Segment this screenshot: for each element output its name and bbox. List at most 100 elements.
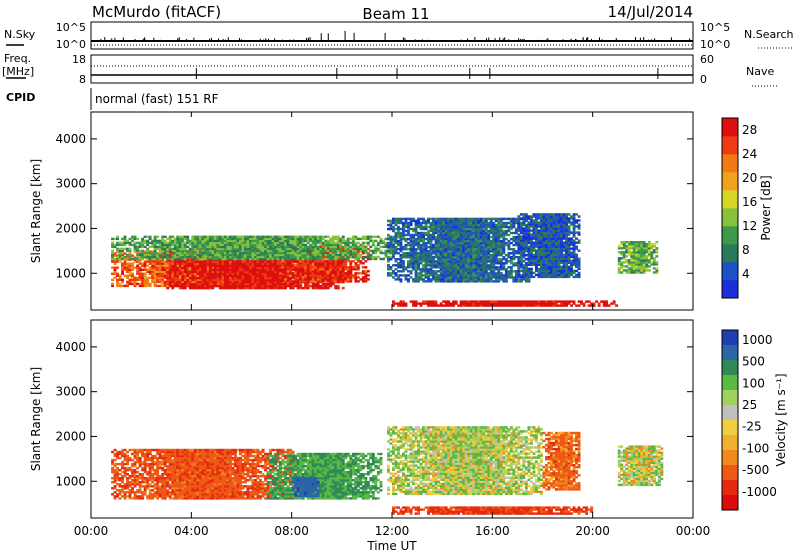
heatmap-cell [193, 253, 197, 257]
heatmap-cell [314, 262, 318, 265]
heatmap-cell [424, 252, 428, 255]
heatmap-cell [444, 241, 448, 245]
heatmap-cell [482, 268, 486, 271]
heatmap-cell [479, 241, 483, 245]
heatmap-cell [281, 255, 285, 259]
heatmap-cell [123, 274, 127, 277]
heatmap-cell [389, 237, 393, 241]
heatmap-cell [211, 247, 215, 251]
heatmap-cell [409, 250, 413, 253]
heatmap-cell [474, 237, 478, 241]
heatmap-cell [113, 243, 117, 247]
heatmap-cell [123, 237, 127, 241]
heatmap-cell [427, 268, 430, 271]
heatmap-cell [251, 241, 255, 245]
heatmap-cell [422, 239, 425, 243]
heatmap-cell [371, 255, 375, 259]
heatmap-cell [489, 266, 493, 269]
heatmap-cell [121, 251, 124, 255]
heatmap-cell [492, 270, 496, 273]
heatmap-cell [279, 268, 282, 272]
heatmap-cell [249, 239, 252, 243]
heatmap-cell [469, 223, 473, 227]
heatmap-cell [131, 264, 134, 267]
heatmap-cell [254, 251, 257, 255]
heatmap-cell [349, 260, 353, 263]
heatmap-cell [126, 241, 129, 245]
heatmap-cell [191, 253, 195, 257]
heatmap-cell [464, 262, 468, 265]
heatmap-cell [412, 266, 415, 269]
heatmap-cell [161, 241, 165, 245]
heatmap-cell [291, 274, 295, 277]
heatmap-cell [487, 235, 491, 239]
heatmap-cell [326, 249, 330, 253]
heatmap-cell [356, 260, 360, 263]
heatmap-cell [201, 284, 205, 288]
heatmap-cell [449, 262, 453, 265]
heatmap-cell [311, 251, 315, 255]
heatmap-cell [239, 272, 242, 276]
heatmap-cell [419, 217, 423, 221]
heatmap-cell [394, 221, 398, 225]
heatmap-cell [249, 237, 252, 241]
heatmap-cell [432, 237, 435, 241]
heatmap-cell [346, 266, 350, 269]
heatmap-cell [121, 284, 124, 288]
heatmap-cell [244, 270, 247, 274]
heatmap-cell [213, 243, 217, 247]
heatmap-cell [116, 247, 119, 251]
heatmap-cell [111, 278, 114, 281]
heatmap-cell [269, 270, 272, 274]
heatmap-cell [196, 251, 200, 255]
heatmap-cell [226, 276, 230, 280]
heatmap-cell [454, 225, 458, 229]
heatmap-cell [484, 225, 488, 229]
heatmap-cell [294, 253, 298, 257]
heatmap-cell [467, 254, 471, 257]
heatmap-cell [409, 241, 413, 245]
heatmap-cell [231, 251, 235, 255]
heatmap-cell [299, 274, 303, 277]
heatmap-cell [289, 241, 293, 245]
heatmap-cell [454, 235, 458, 239]
heatmap-cell [191, 237, 195, 241]
heatmap-cell [198, 260, 202, 264]
heatmap-cell [434, 235, 438, 239]
heatmap-cell [229, 249, 232, 253]
heatmap-cell [434, 266, 438, 269]
heatmap-cell [249, 241, 252, 245]
heatmap-cell [301, 237, 305, 241]
heatmap-cell [366, 255, 370, 259]
heatmap-cell [304, 255, 308, 259]
heatmap-cell [148, 282, 152, 286]
heatmap-cell [156, 253, 160, 257]
heatmap-cell [221, 268, 225, 272]
heatmap-cell [186, 253, 190, 257]
heatmap-cell [166, 253, 170, 257]
heatmap-cell [296, 235, 300, 238]
heatmap-cell [439, 248, 443, 251]
heatmap-cell [196, 272, 200, 276]
heatmap-cell [306, 254, 310, 257]
heatmap-cell [462, 266, 466, 269]
heatmap-cell [452, 225, 456, 229]
heatmap-cell [183, 262, 187, 265]
heatmap-cell [449, 237, 453, 241]
heatmap-cell [259, 268, 262, 272]
heatmap-cell [166, 272, 170, 276]
freq-unit-label: [MHz] [2, 65, 34, 78]
heatmap-cell [469, 278, 473, 281]
heatmap-cell [236, 249, 240, 253]
heatmap-cell [464, 252, 468, 255]
heatmap-cell [364, 260, 368, 263]
heatmap-cell [442, 223, 446, 227]
heatmap-cell [168, 272, 172, 276]
heatmap-cell [286, 264, 290, 267]
heatmap-cell [244, 241, 247, 245]
heatmap-cell [264, 282, 267, 286]
heatmap-cell [449, 276, 453, 279]
heatmap-cell [123, 241, 127, 245]
heatmap-cell [171, 270, 175, 273]
heatmap-cell [269, 257, 272, 261]
